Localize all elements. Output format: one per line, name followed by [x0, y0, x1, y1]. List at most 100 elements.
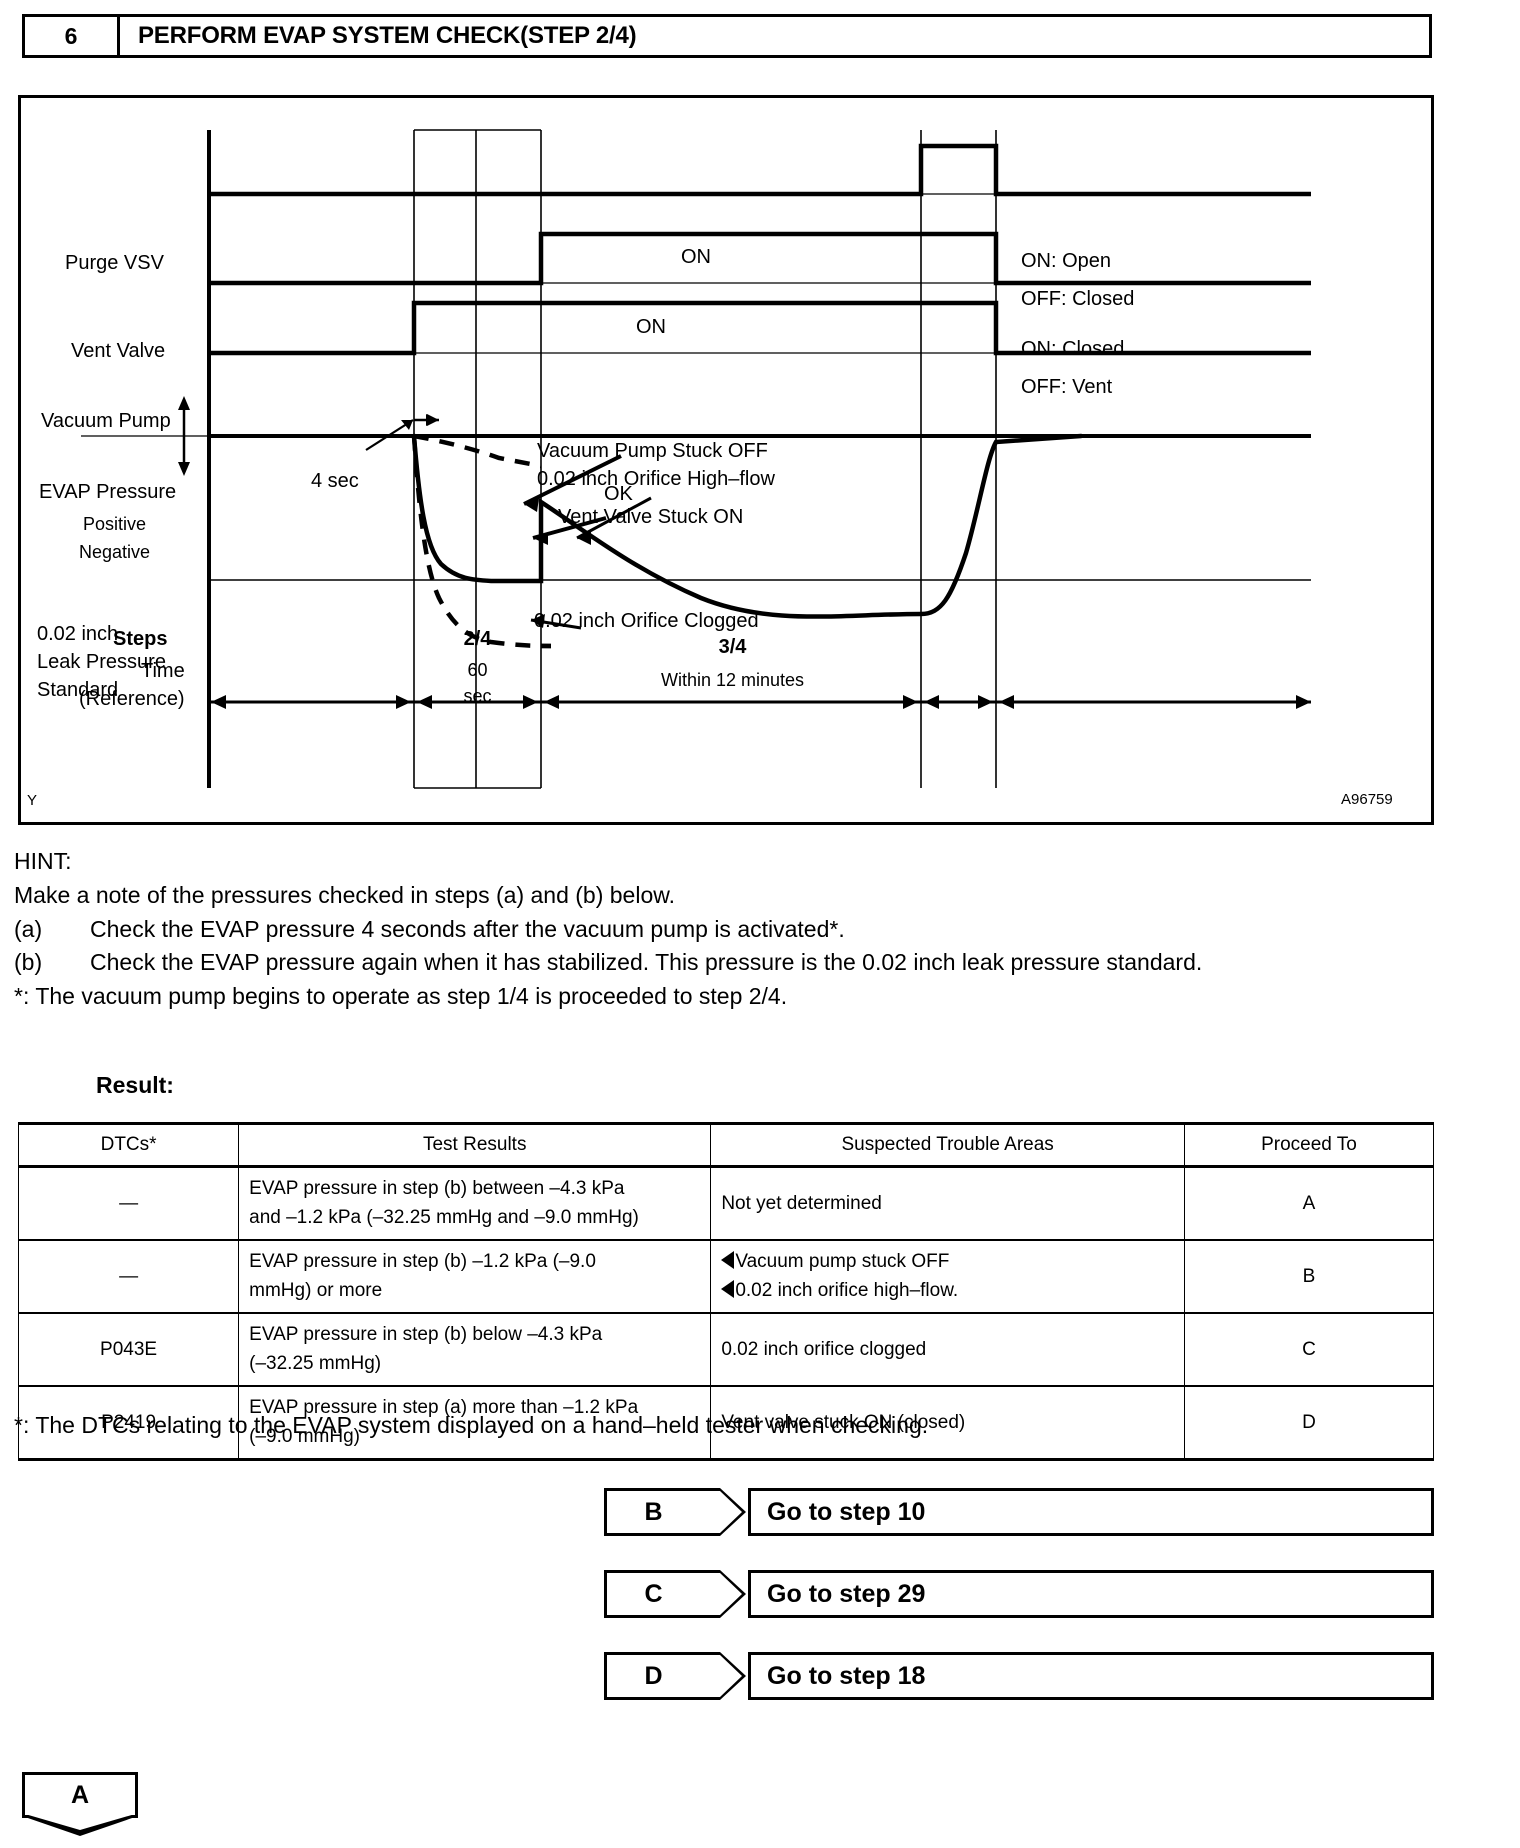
chart-corner-mark: Y: [27, 792, 38, 809]
page-title: PERFORM EVAP SYSTEM CHECK(STEP 2/4): [138, 22, 637, 49]
cell-test-line1: EVAP pressure in step (b) below –4.3 kPa: [249, 1324, 603, 1345]
legend-vent-valve-on: ON: Closed: [1021, 338, 1125, 360]
table-header-row: DTCs* Test Results Suspected Trouble Are…: [17, 1122, 1435, 1168]
table-row: — EVAP pressure in step (b) –1.2 kPa (–9…: [17, 1239, 1435, 1314]
annotation-orifice-clogged: 0.02 inch Orifice Clogged: [534, 610, 759, 632]
column-header-dtcs: DTCs*: [17, 1122, 240, 1168]
hint-item-b-tag: (b): [14, 949, 43, 976]
steps-value-3-4: 3/4: [718, 636, 747, 658]
column-header-test-results: Test Results: [238, 1122, 712, 1168]
cell-area-line1: 0.02 inch orifice clogged: [721, 1338, 927, 1360]
hint-item-b-text: Check the EVAP pressure again when it ha…: [90, 949, 1203, 976]
axis-label-negative: Negative: [79, 542, 151, 562]
cell-area-line1: Not yet determined: [721, 1192, 882, 1214]
cell-test-line2: (–32.25 mmHg): [249, 1352, 382, 1374]
time-segment-sec: sec: [463, 686, 492, 706]
results-table: DTCs* Test Results Suspected Trouble Are…: [17, 1122, 1435, 1461]
goto-row-c[interactable]: C Go to step 29: [604, 1570, 1434, 1618]
cell-test-line1: EVAP pressure in step (b) –1.2 kPa (–9.0: [249, 1251, 596, 1272]
hint-item-b: (b) Check the EVAP pressure again when i…: [14, 946, 1474, 980]
goto-tag-b: B: [604, 1488, 747, 1536]
cell-test-results: EVAP pressure in step (b) between –4.3 k…: [238, 1165, 712, 1241]
cell-area-bullet-1: Vacuum pump stuck OFF: [721, 1248, 1174, 1277]
cell-area-line1: Vacuum pump stuck OFF: [735, 1251, 950, 1272]
column-header-proceed-to: Proceed To: [1183, 1122, 1435, 1168]
timing-chart-graphics: [81, 129, 1311, 789]
cell-dtc: P2419: [17, 1385, 240, 1461]
annotation-vent-valve-stuck-on: Vent Valve Stuck ON: [558, 506, 744, 528]
result-label: Result:: [96, 1072, 174, 1098]
hint-block: HINT: Make a note of the pressures check…: [14, 845, 1474, 1014]
legend-vent-valve-off: OFF: Vent: [1021, 376, 1113, 398]
annotation-ok: OK: [604, 483, 633, 505]
state-label-vent-valve-on: ON: [681, 246, 711, 268]
cell-test-results: EVAP pressure in step (b) below –4.3 kPa…: [238, 1312, 712, 1387]
legend-purge-vsv-on: ON: Open: [1021, 250, 1112, 272]
hint-intro: Make a note of the pressures checked in …: [14, 881, 675, 908]
axis-label-leak-standard-line3: Standard: [37, 679, 119, 701]
hint-item-a-text: Check the EVAP pressure 4 seconds after …: [90, 915, 845, 942]
cell-proceed-to: A: [1183, 1165, 1435, 1241]
time-segment-60: 60: [467, 660, 488, 680]
cell-area-bullet-2: 0.02 inch orifice high–flow.: [721, 1277, 1174, 1306]
terminal-connector-a[interactable]: A: [22, 1772, 138, 1836]
time-row-label-line1: Time: [141, 660, 185, 682]
goto-row-b[interactable]: B Go to step 10: [604, 1488, 1434, 1536]
legend-purge-vsv-off: OFF: Closed: [1021, 288, 1135, 310]
goto-tag-d: D: [604, 1652, 747, 1700]
cell-proceed-to: D: [1183, 1385, 1435, 1461]
cell-dtc: —: [17, 1239, 240, 1314]
step-number: 6: [25, 17, 120, 55]
steps-row-label: Steps: [113, 628, 168, 650]
cell-test-results: EVAP pressure in step (b) –1.2 kPa (–9.0…: [238, 1239, 712, 1314]
cell-area-line2: 0.02 inch orifice high–flow.: [735, 1279, 959, 1301]
goto-label-b[interactable]: Go to step 10: [748, 1488, 1434, 1536]
row-label-vent-valve: Vent Valve: [71, 340, 166, 362]
cell-test-line2: (–9.0 mmHg): [249, 1425, 360, 1447]
annotation-orifice-high-flow: 0.02 inch Orifice High–flow: [537, 468, 775, 490]
state-label-vacuum-pump-on: ON: [636, 316, 666, 338]
goto-tag-c: C: [604, 1570, 747, 1618]
hint-item-a-tag: (a): [14, 915, 43, 942]
goto-label-d[interactable]: Go to step 18: [748, 1652, 1434, 1700]
step-header: 6 PERFORM EVAP SYSTEM CHECK(STEP 2/4): [22, 14, 1432, 58]
bullet-triangle-icon: [721, 1251, 735, 1269]
axis-label-positive: Positive: [83, 514, 147, 534]
table-row: — EVAP pressure in step (b) between –4.3…: [17, 1165, 1435, 1241]
column-header-suspected-areas: Suspected Trouble Areas: [710, 1122, 1185, 1168]
annotation-four-sec: 4 sec: [311, 470, 359, 492]
cell-area-line1: Vent valve stuck ON (closed): [721, 1411, 966, 1433]
time-row-label-line2: (Reference): [79, 688, 185, 710]
axis-label-leak-standard-line1: 0.02 inch: [37, 623, 119, 645]
diagram-id: A96759: [1341, 791, 1393, 808]
dtc-footnote: *: The DTCs relating to the EVAP system …: [14, 1412, 929, 1438]
row-label-vacuum-pump: Vacuum Pump: [41, 410, 171, 432]
goto-label-c[interactable]: Go to step 29: [748, 1570, 1434, 1618]
goto-row-d[interactable]: D Go to step 18: [604, 1652, 1434, 1700]
steps-value-2-4: 2/4: [463, 628, 492, 650]
bullet-triangle-icon: [721, 1279, 735, 1298]
cell-test-line1: EVAP pressure in step (b) between –4.3 k…: [249, 1178, 625, 1199]
hint-title: HINT:: [14, 848, 72, 874]
table-row: P2419 EVAP pressure in step (a) more tha…: [17, 1385, 1435, 1461]
cell-test-line2: mmHg) or more: [249, 1279, 383, 1301]
row-label-evap-pressure: EVAP Pressure: [39, 481, 177, 503]
table-row: P043E EVAP pressure in step (b) below –4…: [17, 1312, 1435, 1387]
cell-suspected-areas: Vacuum pump stuck OFF 0.02 inch orifice …: [710, 1239, 1185, 1314]
hint-note: *: The vacuum pump begins to operate as …: [14, 983, 788, 1010]
cell-dtc: P043E: [17, 1312, 240, 1387]
cell-suspected-areas: 0.02 inch orifice clogged: [710, 1312, 1185, 1387]
cell-dtc: —: [17, 1165, 240, 1241]
timing-chart: Purge VSV Vent Valve Vacuum Pump EVAP Pr…: [18, 95, 1434, 825]
cell-test-results: EVAP pressure in step (a) more than –1.2…: [238, 1385, 712, 1461]
cell-proceed-to: C: [1183, 1312, 1435, 1387]
cell-proceed-to: B: [1183, 1239, 1435, 1314]
row-label-purge-vsv: Purge VSV: [65, 252, 164, 274]
cell-suspected-areas: Vent valve stuck ON (closed): [710, 1385, 1185, 1461]
annotation-vacuum-pump-stuck-off: Vacuum Pump Stuck OFF: [537, 440, 768, 462]
hint-item-a: (a) Check the EVAP pressure 4 seconds af…: [14, 913, 1474, 947]
cell-suspected-areas: Not yet determined: [710, 1165, 1185, 1241]
cell-test-line1: EVAP pressure in step (a) more than –1.2…: [249, 1397, 639, 1418]
cell-test-line2: and –1.2 kPa (–32.25 mmHg and –9.0 mmHg): [249, 1206, 639, 1228]
